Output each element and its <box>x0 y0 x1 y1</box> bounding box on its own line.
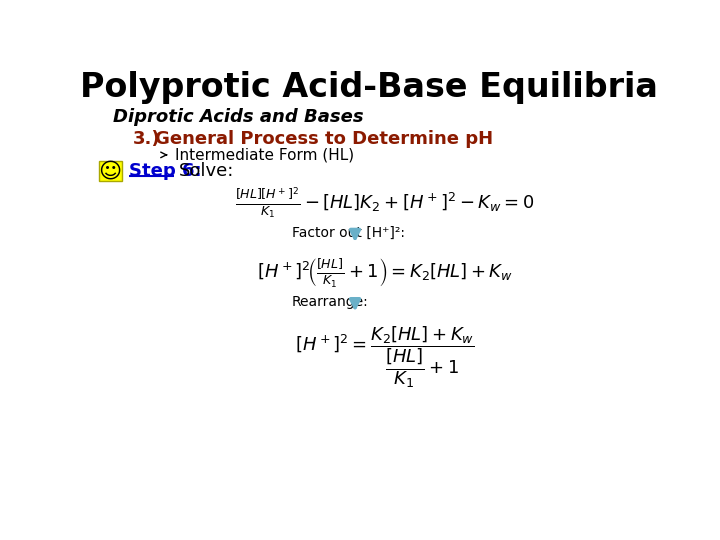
Text: General Process to Determine pH: General Process to Determine pH <box>155 131 493 149</box>
Text: Intermediate Form (HL): Intermediate Form (HL) <box>175 147 354 163</box>
Text: Polyprotic Acid-Base Equilibria: Polyprotic Acid-Base Equilibria <box>80 71 658 104</box>
Text: $[H^+]^2 = \dfrac{K_2[HL]+K_w}{\dfrac{[HL]}{K_1}+1}$: $[H^+]^2 = \dfrac{K_2[HL]+K_w}{\dfrac{[H… <box>294 325 474 390</box>
Text: Step 6:: Step 6: <box>129 162 202 180</box>
Text: 3.): 3.) <box>132 131 161 149</box>
Text: $\frac{[HL][H^+]^2}{K_1} - [HL]K_2 + [H^+]^2 - K_w = 0$: $\frac{[HL][H^+]^2}{K_1} - [HL]K_2 + [H^… <box>235 186 534 221</box>
Text: Rearrange:: Rearrange: <box>292 295 368 309</box>
Text: Factor out [H⁺]²:: Factor out [H⁺]²: <box>292 226 405 240</box>
Text: ☺: ☺ <box>99 161 122 181</box>
Text: $[H^+]^2\!\left(\frac{[HL]}{K_1}+1\right) = K_2[HL]+K_w$: $[H^+]^2\!\left(\frac{[HL]}{K_1}+1\right… <box>256 256 513 289</box>
Text: Solve:: Solve: <box>179 162 235 180</box>
FancyBboxPatch shape <box>99 161 122 181</box>
Text: Diprotic Acids and Bases: Diprotic Acids and Bases <box>113 108 364 126</box>
